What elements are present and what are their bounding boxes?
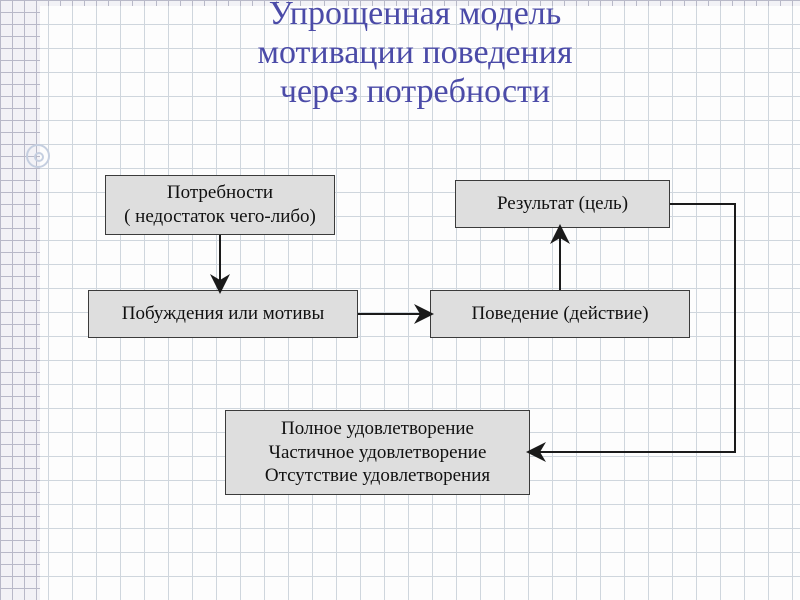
node-motives: Побуждения или мотивы <box>88 290 358 338</box>
node-satisfaction-line2: Частичное удовлетворение <box>269 441 487 465</box>
node-needs-line1: Потребности <box>167 181 273 205</box>
binder-stripe-left <box>0 0 40 600</box>
node-needs: Потребности ( недостаток чего-либо) <box>105 175 335 235</box>
node-motives-line1: Побуждения или мотивы <box>122 302 325 326</box>
title-line-2: мотивации поведения <box>257 34 572 71</box>
node-satisfaction-line3: Отсутствие удовлетворения <box>265 464 490 488</box>
node-satisfaction-line1: Полное удовлетворение <box>281 417 474 441</box>
node-behavior: Поведение (действие) <box>430 290 690 338</box>
node-satisfaction: Полное удовлетворение Частичное удовлетв… <box>225 410 530 495</box>
title-line-1: Упрощенная модель <box>269 0 562 32</box>
title-line-3: через потребности <box>280 73 550 110</box>
node-behavior-line1: Поведение (действие) <box>471 302 648 326</box>
binder-ring-small <box>34 152 44 162</box>
slide-title: Упрощенная модель мотивации поведения че… <box>40 0 790 111</box>
node-needs-line2: ( недостаток чего-либо) <box>124 205 316 229</box>
node-result: Результат (цель) <box>455 180 670 228</box>
node-result-line1: Результат (цель) <box>497 192 628 216</box>
